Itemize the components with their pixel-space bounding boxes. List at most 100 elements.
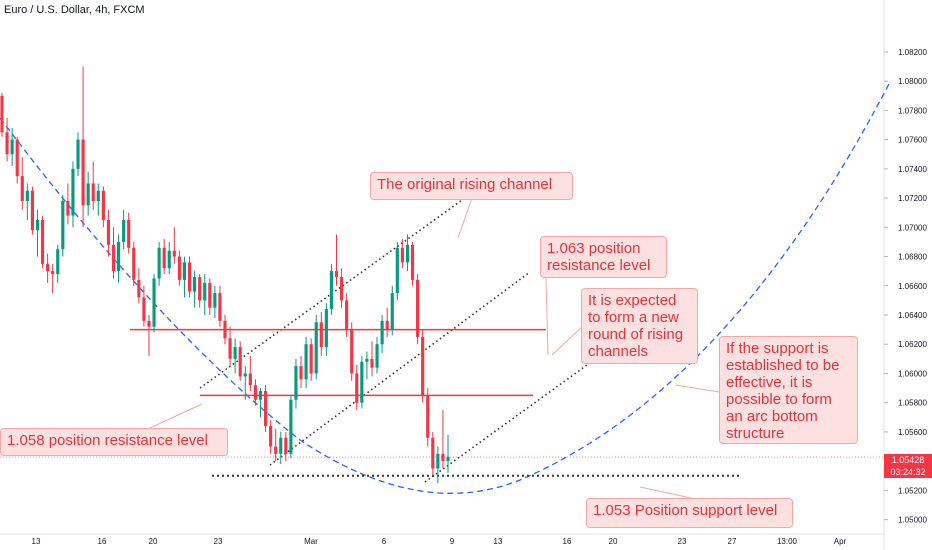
candle-body xyxy=(25,190,29,201)
candle-body xyxy=(10,139,14,155)
x-tick-label: Apr xyxy=(834,537,847,546)
candle-body xyxy=(157,247,161,279)
candle-body xyxy=(20,176,24,201)
annotation-support-1053: 1.053 Position support level xyxy=(586,498,793,528)
candle-body xyxy=(127,220,131,248)
x-tick-label: 13:00 xyxy=(777,537,798,546)
candle-body xyxy=(81,139,85,206)
candle-body xyxy=(390,293,394,330)
y-tick-label: 1.05800 xyxy=(898,399,927,408)
candle-body xyxy=(334,271,339,277)
x-tick-label: 9 xyxy=(450,537,455,546)
x-tick-label: 6 xyxy=(382,537,387,546)
candle-body xyxy=(375,344,379,368)
y-tick-label: 1.08200 xyxy=(898,48,927,57)
candle-body xyxy=(446,456,450,462)
y-tick-label: 1.05600 xyxy=(898,428,927,437)
x-tick-label: 16 xyxy=(563,537,572,546)
candle-body xyxy=(61,201,65,250)
candle-body xyxy=(431,437,435,469)
candle-body xyxy=(426,395,430,438)
candle-body xyxy=(15,139,19,177)
candle-body xyxy=(350,329,354,374)
candle-body xyxy=(35,220,40,231)
candle-body xyxy=(203,282,207,301)
candle-body xyxy=(319,322,323,348)
y-tick-label: 1.06000 xyxy=(898,369,927,378)
callout-pointer xyxy=(639,486,701,501)
candle-body xyxy=(101,190,105,220)
candle-body xyxy=(218,293,222,321)
candle-body xyxy=(329,271,334,310)
candle-body xyxy=(395,247,399,294)
candle-body xyxy=(46,263,50,272)
candle-body xyxy=(177,256,181,280)
candle-body xyxy=(274,446,278,454)
candle-body xyxy=(299,366,303,380)
candle-body xyxy=(304,344,308,380)
candle-body xyxy=(360,361,364,403)
candle-body xyxy=(253,385,257,400)
x-tick-label: 16 xyxy=(98,537,107,546)
candle-body xyxy=(71,168,75,216)
candle-body xyxy=(106,220,111,245)
candle-body xyxy=(294,366,298,400)
candle-body xyxy=(213,293,217,308)
candle-body xyxy=(416,279,420,337)
candle-body xyxy=(142,297,146,321)
candle-body xyxy=(400,247,404,263)
candle-body xyxy=(172,250,176,257)
candle-body xyxy=(51,271,55,275)
y-tick-label: 1.07200 xyxy=(898,194,927,203)
x-tick-label: 23 xyxy=(678,537,687,546)
channel-lower-line xyxy=(269,271,531,466)
last-price-tag: 1.05428 xyxy=(884,454,932,466)
candle-body xyxy=(76,139,80,169)
annotation-rising-channel: The original rising channel xyxy=(370,172,573,200)
candle-body xyxy=(91,183,95,201)
candle-body xyxy=(370,358,374,368)
candle-body xyxy=(162,247,166,269)
x-tick-label: 23 xyxy=(214,537,223,546)
candle-body xyxy=(187,262,192,292)
y-tick-label: 1.08000 xyxy=(898,77,927,86)
candle-body xyxy=(223,320,227,339)
candle-body xyxy=(0,95,4,133)
candle-body xyxy=(193,277,197,292)
candle-body xyxy=(263,391,268,427)
y-tick-label: 1.07000 xyxy=(898,223,927,232)
candle-body xyxy=(269,426,273,447)
candle-body xyxy=(324,309,328,348)
candle-body xyxy=(410,244,415,280)
candle-body xyxy=(66,201,70,216)
candle-body xyxy=(365,358,369,362)
candle-body xyxy=(339,277,344,301)
candle-body xyxy=(421,336,425,396)
callout-pointer xyxy=(457,197,473,239)
x-tick-label: 20 xyxy=(149,537,158,546)
y-tick-label: 1.05000 xyxy=(898,516,927,525)
candle-body xyxy=(380,320,384,345)
candle-body xyxy=(233,347,237,359)
candle-body xyxy=(228,338,232,359)
x-tick-label: Mar xyxy=(304,537,318,546)
candle-body xyxy=(30,190,34,231)
callout-pointer xyxy=(545,277,549,356)
x-tick-label: 27 xyxy=(728,537,737,546)
y-tick-label: 1.06600 xyxy=(898,282,927,291)
candle-body xyxy=(132,247,136,280)
candle-body xyxy=(243,373,247,377)
x-tick-label: 20 xyxy=(609,537,618,546)
candle-body xyxy=(137,279,141,298)
candle-body xyxy=(258,391,263,400)
candle-body xyxy=(86,183,90,206)
chart-title: Euro / U.S. Dollar, 4h, FXCM xyxy=(4,4,145,16)
annotation-resistance-1058: 1.058 position resistance level xyxy=(0,428,228,456)
candle-body xyxy=(436,453,440,469)
candle-body xyxy=(182,262,187,280)
y-tick-label: 1.06800 xyxy=(898,253,927,262)
candle-body xyxy=(198,277,202,301)
x-tick-label: 13 xyxy=(32,537,41,546)
annotation-resistance-1063: 1.063 position resistance level xyxy=(540,236,667,278)
